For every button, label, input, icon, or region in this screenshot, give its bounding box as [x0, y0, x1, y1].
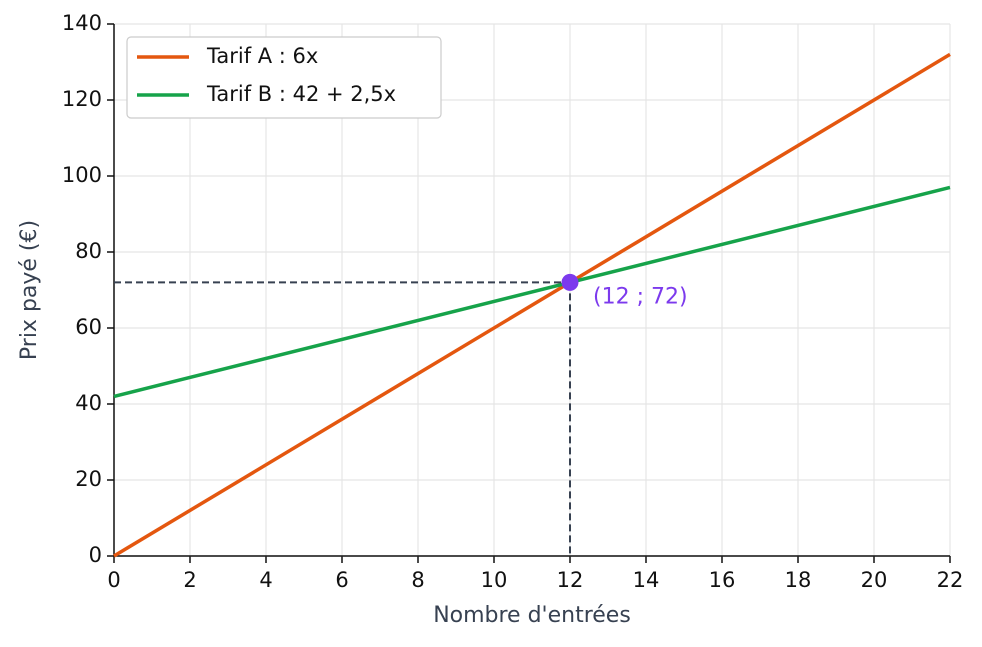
x-tick-label: 0 — [107, 568, 120, 592]
legend-box — [126, 36, 442, 119]
y-tick-label: 40 — [75, 391, 102, 415]
legend-label: Tarif A : 6x — [206, 44, 318, 68]
point-label: (12 ; 72) — [593, 284, 688, 309]
x-tick-label: 2 — [183, 568, 196, 592]
y-tick-label: 0 — [89, 543, 102, 567]
x-tick-label: 4 — [259, 568, 272, 592]
legend-label: Tarif B : 42 + 2,5x — [206, 82, 396, 106]
intersection-point — [561, 273, 579, 291]
series-line — [113, 185, 951, 399]
x-tick-label: 8 — [411, 568, 424, 592]
x-tick-label: 10 — [481, 568, 508, 592]
y-tick-label: 60 — [75, 315, 102, 339]
y-axis-title: Prix payé (€) — [17, 220, 42, 360]
y-tick-label: 100 — [62, 163, 102, 187]
x-tick-label: 22 — [937, 568, 964, 592]
x-tick-label: 6 — [335, 568, 348, 592]
y-tick-label: 20 — [75, 467, 102, 491]
y-tick-label: 140 — [62, 11, 102, 35]
x-axis-title: Nombre d'entrées — [433, 603, 631, 628]
x-tick-label: 16 — [709, 568, 736, 592]
x-tick-label: 20 — [861, 568, 888, 592]
x-tick-label: 14 — [633, 568, 660, 592]
series-line — [113, 52, 951, 558]
x-tick-label: 18 — [785, 568, 812, 592]
x-tick-label: 12 — [557, 568, 584, 592]
y-tick-label: 80 — [75, 239, 102, 263]
y-tick-label: 120 — [62, 87, 102, 111]
